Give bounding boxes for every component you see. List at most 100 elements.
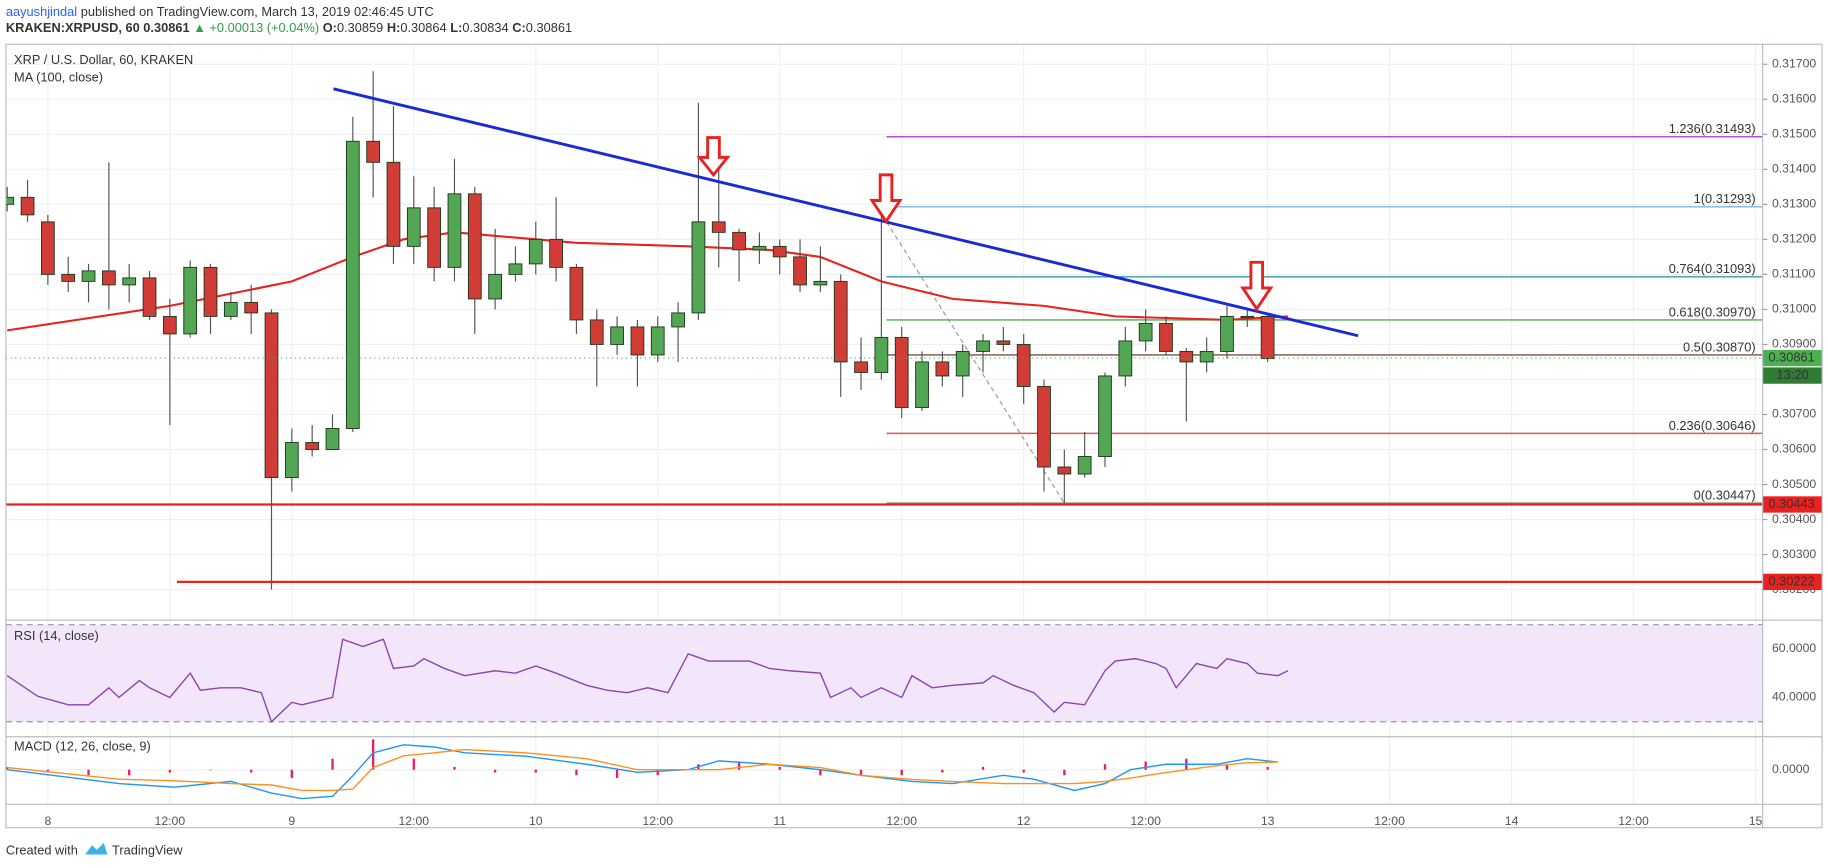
macd-histogram-bar (534, 769, 537, 773)
candle-body (691, 221, 706, 314)
x-tick-label: 8 (44, 814, 51, 828)
fib-label: 0(0.30447) (1694, 487, 1756, 502)
x-tick-label: 12:00 (1374, 814, 1405, 828)
c-label: C: (512, 21, 526, 36)
countdown-tag (1762, 367, 1823, 384)
y-tick-label: 0.30400 (1772, 512, 1816, 526)
axes: 8 12:00 9 12:00 10 12:00 11 12:00 12 12:00 13 12:00… (44, 56, 1823, 828)
moving-average (7, 231, 1289, 332)
x-tick-label: 15 (1749, 814, 1763, 828)
candle-body (20, 196, 35, 216)
candle-body (833, 280, 848, 363)
h: 0.30864 (400, 21, 446, 36)
macd-histogram-bar (371, 739, 375, 770)
candle-body (1260, 315, 1275, 359)
candle-body (955, 350, 970, 377)
header-line: aayushjindal published on TradingView.co… (6, 4, 434, 19)
macd-histogram-bar (819, 769, 822, 776)
x-tick-label: 12 (1017, 814, 1031, 828)
fib-label: 1(0.31293) (1694, 191, 1756, 206)
candle-body (772, 245, 787, 258)
candle-body (1057, 466, 1072, 475)
l-label: L: (450, 21, 462, 36)
macd-histogram-bar (1103, 764, 1107, 770)
candle-body (813, 280, 828, 286)
h-label: H: (387, 21, 401, 36)
y-tick-label: 0.31100 (1772, 267, 1816, 281)
y-tick-label: 0.31600 (1772, 92, 1816, 106)
y-tick-label: 0.30900 (1772, 337, 1816, 351)
candle-body (915, 361, 929, 408)
candle-body (1077, 456, 1092, 475)
candle-body (996, 340, 1011, 345)
candle-body (386, 161, 401, 247)
macd-histogram-bar (1022, 769, 1025, 773)
candle-body (467, 193, 482, 300)
candle-body (41, 221, 55, 275)
candle-body (549, 238, 563, 268)
change: ▲ +0.00013 (+0.04%) (193, 21, 319, 36)
fib-label: 1.236(0.31493) (1669, 121, 1756, 136)
candle-body (1098, 375, 1112, 457)
macd-histogram-bar (737, 761, 741, 770)
candle-body (854, 361, 868, 373)
macd-histogram-bar (941, 769, 944, 773)
macd-histogram-bar (250, 769, 253, 773)
candle-body (711, 221, 726, 233)
macd-histogram-bar (859, 769, 863, 776)
x-tick-label: 11 (773, 814, 786, 828)
author[interactable]: aayushjindal (6, 4, 77, 19)
macd-histogram-bar (128, 769, 131, 776)
legend-entry: MA (100, close) (14, 69, 103, 84)
y-tick-label: 40.0000 (1772, 690, 1816, 704)
trendline (333, 87, 1359, 338)
y-tick-label: 0.31500 (1772, 127, 1816, 141)
y-tick-label: 0.31000 (1772, 302, 1816, 316)
last-price-tag (1762, 349, 1823, 367)
fib-label: 0.5(0.30870) (1683, 339, 1756, 354)
o: 0.30859 (337, 21, 383, 36)
x-tick-label: 12:00 (1130, 814, 1161, 828)
x-tick-label: 10 (529, 814, 543, 828)
candle-body (1199, 350, 1214, 363)
published: published on TradingView.com, March 13, … (81, 4, 434, 19)
fib-swing (885, 221, 1065, 504)
candle-body (793, 256, 807, 286)
macd-line (7, 748, 1278, 792)
x-tick-label: 12:00 (1618, 814, 1649, 828)
y-tick-label: 0.30700 (1772, 407, 1816, 421)
candle-body (447, 193, 462, 268)
candle-body (1240, 315, 1255, 319)
footer-brand[interactable]: TradingView (112, 842, 183, 857)
candle-body (345, 140, 360, 429)
price-tag-label: 0.30443 (1768, 496, 1814, 511)
header-line: KRAKEN:XRPUSD, 60 0.30861 ▲ +0.00013 (+0… (6, 21, 572, 36)
macd-histogram-bar (615, 769, 619, 779)
macd-histogram-bar (412, 758, 415, 770)
y-tick-label: 0.31700 (1772, 56, 1816, 70)
fib-label: 0.618(0.30970) (1669, 304, 1756, 319)
last: 0.30861 (143, 21, 189, 36)
chart-title: XRP / U.S. Dollar, 60, KRAKEN (14, 52, 193, 67)
candle-body (976, 340, 990, 352)
candle-body (1016, 343, 1031, 387)
last-price-label: 0.30861 (1768, 349, 1814, 364)
candle-body (894, 336, 909, 408)
candle-body (1159, 322, 1173, 352)
y-tick-label: 0.30300 (1772, 547, 1816, 561)
x-tick-label: 12:00 (398, 814, 429, 828)
candle-body (874, 336, 889, 373)
rsi-title: RSI (14, close) (14, 628, 99, 643)
candle-body (528, 238, 543, 265)
candle-body (488, 273, 502, 300)
y-tick-label: 0.0000 (1772, 762, 1810, 776)
candle-body (1220, 315, 1234, 352)
y-tick-label: 0.31200 (1772, 232, 1816, 246)
fib-label: 0.764(0.31093) (1669, 261, 1756, 276)
arrow (1240, 260, 1274, 312)
candle-body (223, 301, 238, 317)
candle-body (142, 277, 157, 317)
fib-label: 0.236(0.30646) (1669, 418, 1756, 433)
